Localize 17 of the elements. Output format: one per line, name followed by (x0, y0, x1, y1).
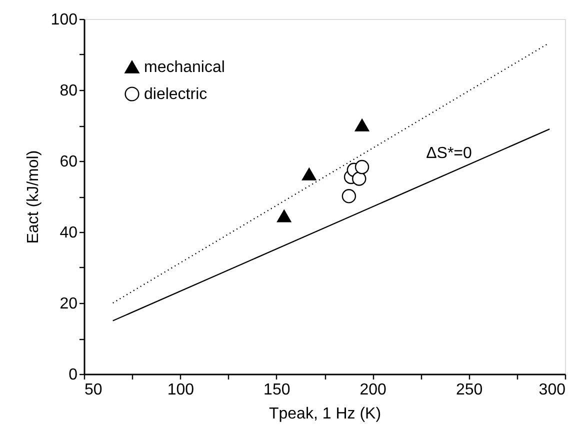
annotation: ΔS*=0 (426, 145, 472, 162)
legend-label: dielectric (144, 86, 208, 103)
legend-label: mechanical (144, 59, 225, 76)
x-tick-label: 200 (360, 382, 387, 398)
y-tick-label: 60 (60, 154, 78, 170)
x-axis-title: Tpeak, 1 Hz (K) (268, 406, 382, 422)
x-tick-label: 250 (456, 382, 483, 398)
y-tick-label: 100 (50, 12, 78, 28)
x-tick-label: 100 (167, 382, 194, 398)
x-tick-label: 150 (264, 382, 290, 398)
x-tick-label: 50 (84, 382, 102, 398)
y-tick-label: 20 (60, 296, 78, 312)
x-tick-label: 300 (538, 382, 566, 398)
y-tick-label: 0 (68, 366, 78, 384)
y-axis-title: Eact (kJ/mol) (24, 150, 42, 244)
y-tick-label: 80 (60, 82, 78, 100)
y-tick-label: 40 (60, 224, 78, 242)
